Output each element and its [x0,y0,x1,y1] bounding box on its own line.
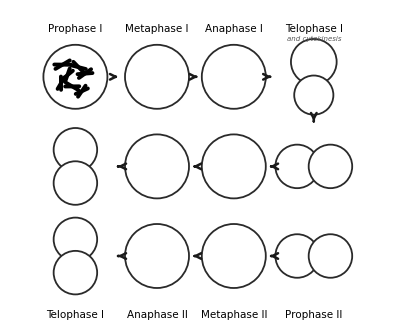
Text: Anaphase I: Anaphase I [205,24,263,34]
Circle shape [54,251,97,294]
Text: Metaphase I: Metaphase I [125,24,189,34]
Circle shape [54,128,97,172]
Circle shape [125,224,189,288]
Text: Telophase I: Telophase I [285,24,343,34]
Text: Prophase II: Prophase II [285,310,342,320]
Circle shape [291,39,336,85]
Circle shape [43,45,108,109]
Circle shape [202,134,266,198]
Text: Prophase I: Prophase I [48,24,102,34]
Circle shape [125,45,189,109]
Text: and cytokinesis: and cytokinesis [286,36,341,42]
Circle shape [125,134,189,198]
Circle shape [294,76,333,115]
Text: Telophase I: Telophase I [46,310,104,320]
Circle shape [275,145,319,188]
Circle shape [202,224,266,288]
Circle shape [202,45,266,109]
Text: Anaphase II: Anaphase II [126,310,188,320]
Circle shape [54,161,97,205]
Circle shape [275,234,319,278]
Circle shape [309,234,352,278]
Text: Metaphase II: Metaphase II [201,310,267,320]
Circle shape [54,218,97,261]
Circle shape [309,145,352,188]
